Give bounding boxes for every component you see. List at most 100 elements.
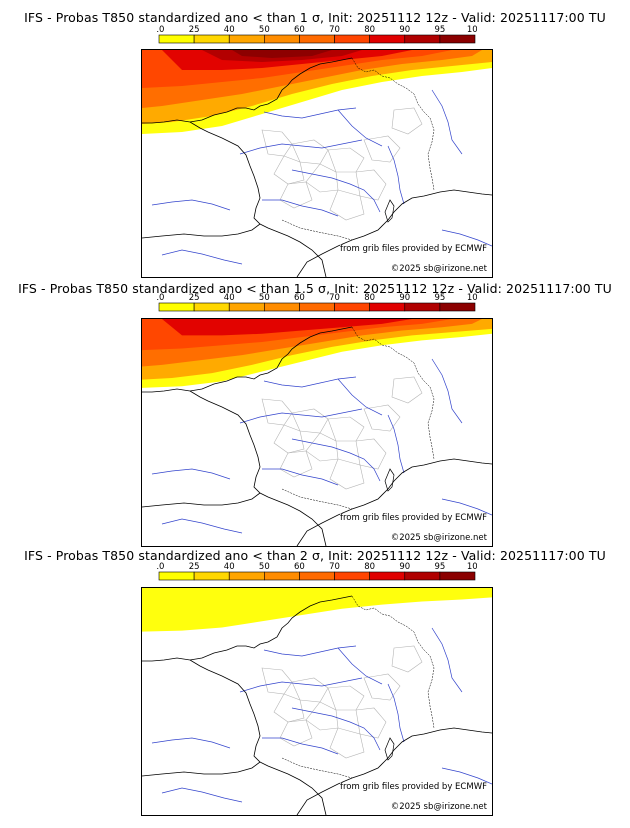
legend-swatch	[228, 571, 265, 581]
probability-map: from grib files provided by ECMWF ©2025 …	[141, 318, 493, 547]
legend-tick-label: 80	[364, 25, 375, 35]
region-boundary	[261, 398, 293, 426]
region-boundary	[291, 677, 329, 703]
country-border	[281, 757, 353, 779]
region-boundary	[355, 707, 387, 739]
coastline	[142, 492, 261, 508]
legend-swatch	[439, 571, 476, 581]
river	[431, 627, 463, 693]
probability-contour	[232, 50, 332, 58]
legend-tick-label: 80	[364, 293, 375, 303]
legend-tick-label: 60	[294, 25, 305, 35]
data-credit: from grib files provided by ECMWF	[340, 244, 487, 254]
region-boundary	[279, 181, 313, 209]
legend-swatch	[334, 571, 370, 581]
legend-tick-label: 90	[399, 293, 410, 303]
river	[441, 498, 492, 516]
river	[441, 229, 492, 247]
map-canvas	[142, 588, 492, 815]
region-boundary	[273, 424, 305, 454]
legend-swatch	[228, 302, 265, 312]
region-boundary	[305, 701, 339, 731]
region-boundary	[355, 169, 387, 201]
legend-tick-label: 95	[434, 562, 445, 572]
legend-swatch	[158, 571, 195, 581]
corsica-coastline	[384, 199, 395, 223]
legend-swatch	[334, 34, 370, 44]
coastline	[142, 57, 353, 124]
legend-swatch	[193, 302, 230, 312]
legend-tick-label: 10	[157, 562, 164, 572]
coastline	[142, 223, 261, 239]
region-boundary	[391, 376, 423, 404]
region-boundary	[327, 416, 365, 442]
river	[239, 408, 363, 424]
coastline	[142, 326, 353, 393]
country-border	[351, 595, 435, 729]
probability-map: from grib files provided by ECMWF ©2025 …	[141, 587, 493, 816]
legend-tick-label: 100	[467, 562, 477, 572]
legend-swatch	[404, 571, 441, 581]
country-border	[351, 57, 435, 191]
river	[239, 139, 363, 155]
river	[262, 737, 339, 755]
legend-tick-label: 10	[157, 25, 164, 35]
legend-tick-label: 95	[434, 25, 445, 35]
legend-swatch	[369, 34, 406, 44]
legend-swatch	[264, 302, 300, 312]
river	[291, 438, 381, 482]
coastline	[189, 659, 327, 815]
river	[387, 683, 405, 743]
color-legend: 10 25 40 50 60 70 80 90 95 100	[157, 562, 477, 581]
region-boundary	[305, 432, 339, 462]
river	[387, 145, 405, 205]
legend-swatch	[299, 34, 335, 44]
map-canvas	[142, 50, 492, 277]
legend-tick-label: 10	[157, 293, 164, 303]
river	[291, 707, 381, 751]
river	[431, 358, 463, 424]
region-boundary	[261, 667, 293, 695]
country-border	[351, 326, 435, 460]
river	[337, 378, 383, 416]
legend-swatch	[193, 34, 230, 44]
copyright: ©2025 sb@irizone.net	[390, 533, 487, 543]
region-boundary	[355, 438, 387, 470]
region-boundary	[391, 645, 423, 673]
river	[441, 767, 492, 785]
probability-shading	[142, 319, 492, 388]
legend-tick-label: 25	[189, 562, 200, 572]
legend-tick-label: 25	[189, 25, 200, 35]
region-boundary	[273, 155, 305, 185]
legend-swatch	[158, 302, 195, 312]
corsica-coastline	[384, 737, 395, 761]
region-boundary	[291, 139, 329, 165]
region-boundary	[305, 163, 339, 193]
legend-swatch	[439, 302, 476, 312]
river	[161, 249, 243, 265]
legend-tick-label: 50	[259, 293, 270, 303]
probability-contour	[162, 319, 412, 336]
panel-title: IFS - Probas T850 standardized ano < tha…	[24, 548, 606, 563]
region-boundary	[273, 693, 305, 723]
coastline	[189, 390, 327, 546]
river	[262, 468, 339, 486]
country-border	[281, 219, 353, 241]
legend-tick-label: 50	[259, 562, 270, 572]
river	[151, 199, 231, 211]
river	[262, 199, 339, 217]
legend-tick-label: 40	[224, 293, 235, 303]
legend-tick-label: 95	[434, 293, 445, 303]
legend-swatch	[299, 571, 335, 581]
legend-swatch	[404, 34, 441, 44]
region-boundary	[279, 719, 313, 747]
panel-title: IFS - Probas T850 standardized ano < tha…	[24, 10, 606, 25]
legend-tick-label: 50	[259, 25, 270, 35]
panel-title: IFS - Probas T850 standardized ano < tha…	[18, 281, 612, 296]
legend-swatch	[228, 34, 265, 44]
river	[291, 169, 381, 213]
region-boundary	[363, 673, 401, 701]
region-boundary	[363, 404, 401, 432]
river	[151, 737, 231, 749]
legend-tick-label: 40	[224, 25, 235, 35]
